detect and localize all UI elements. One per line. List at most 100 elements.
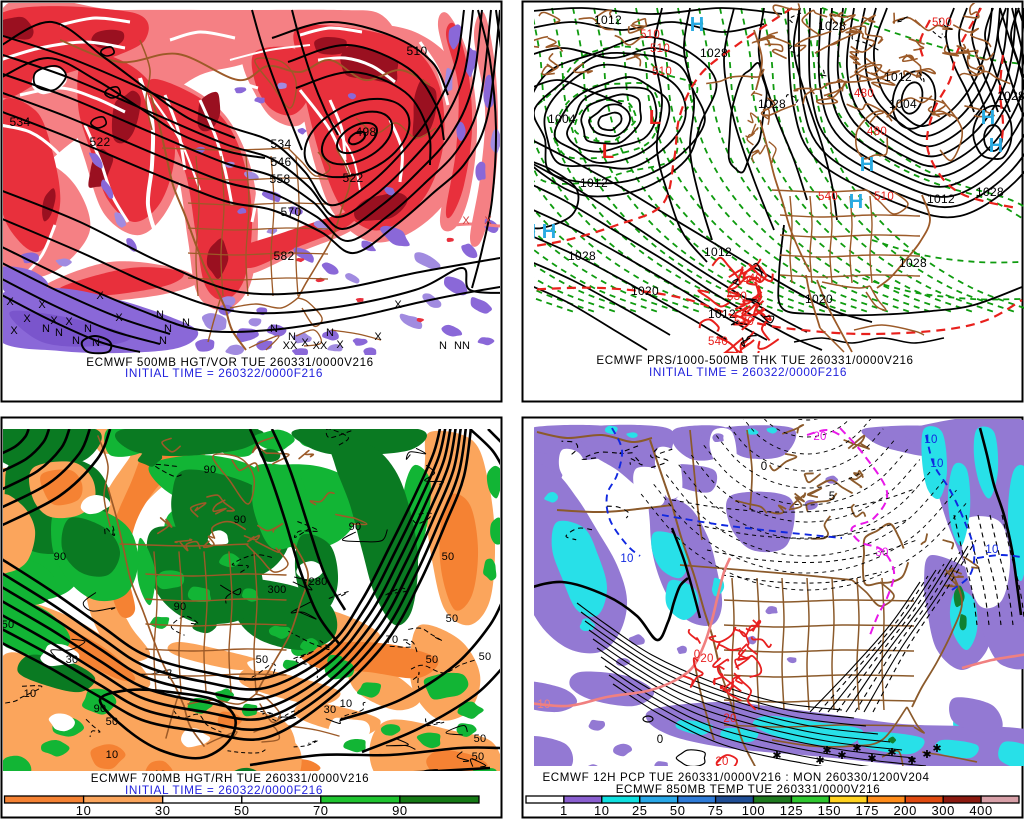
svg-text:534: 534: [271, 137, 292, 151]
svg-text:90: 90: [204, 464, 217, 476]
svg-text:✱: ✱: [887, 747, 896, 759]
svg-text:N: N: [182, 317, 190, 329]
svg-text:10: 10: [924, 434, 937, 446]
svg-text:✱: ✱: [922, 749, 931, 761]
svg-text:L: L: [602, 141, 614, 163]
svg-text:ECMWF 500MB HGT/VOR TUE 260331: ECMWF 500MB HGT/VOR TUE 260331/0000V216: [86, 356, 373, 369]
svg-text:N: N: [270, 323, 278, 335]
svg-text:INITIAL TIME = 260322/0000F216: INITIAL TIME = 260322/0000F216: [125, 783, 323, 797]
svg-text:1020: 1020: [631, 284, 659, 298]
svg-text:H: H: [522, 221, 536, 243]
svg-text:N: N: [159, 335, 167, 347]
svg-text:200: 200: [893, 803, 917, 818]
svg-text:H: H: [989, 135, 1003, 157]
svg-text:NN: NN: [454, 340, 470, 352]
svg-text:30: 30: [324, 704, 337, 716]
svg-text:1004: 1004: [548, 112, 576, 126]
svg-text:H: H: [849, 191, 863, 213]
svg-text:X: X: [462, 215, 470, 227]
svg-text:75: 75: [708, 803, 724, 818]
svg-text:50: 50: [256, 654, 269, 666]
svg-text:50: 50: [442, 551, 455, 563]
svg-text:20: 20: [813, 431, 826, 443]
svg-text:X: X: [96, 290, 104, 302]
svg-text:50: 50: [426, 654, 439, 666]
svg-text:N: N: [326, 327, 334, 339]
svg-text:X: X: [65, 316, 73, 328]
svg-text:H: H: [690, 14, 704, 36]
svg-text:1012: 1012: [704, 245, 732, 259]
svg-text:5: 5: [829, 491, 836, 503]
svg-text:558: 558: [270, 172, 291, 186]
svg-text:510: 510: [407, 44, 428, 58]
svg-text:20: 20: [715, 756, 728, 768]
svg-text:INITIAL TIME = 260322/0000F216: INITIAL TIME = 260322/0000F216: [125, 366, 323, 380]
svg-text:30: 30: [66, 654, 79, 666]
svg-text:540: 540: [742, 273, 762, 285]
svg-text:10: 10: [985, 544, 998, 556]
svg-text:546: 546: [271, 155, 292, 169]
svg-text:500: 500: [932, 17, 952, 29]
svg-text:90: 90: [54, 551, 67, 563]
svg-text:0: 0: [761, 461, 768, 473]
svg-text:H: H: [860, 154, 874, 176]
svg-text:480: 480: [867, 126, 887, 138]
svg-text:H: H: [542, 221, 556, 243]
svg-text:25: 25: [632, 803, 648, 818]
svg-text:N: N: [288, 331, 296, 343]
svg-text:280: 280: [309, 576, 328, 588]
svg-text:50: 50: [234, 803, 250, 818]
svg-text:70: 70: [313, 803, 329, 818]
svg-text:90: 90: [349, 521, 362, 533]
svg-text:510: 510: [650, 43, 670, 55]
svg-text:1028: 1028: [700, 46, 728, 60]
svg-text:480: 480: [854, 88, 874, 100]
svg-text:10: 10: [620, 553, 633, 565]
svg-text:530: 530: [727, 291, 747, 303]
svg-text:534: 534: [10, 115, 31, 129]
svg-text:70: 70: [386, 634, 399, 646]
svg-text:50: 50: [446, 613, 459, 625]
svg-text:H: H: [981, 107, 995, 129]
svg-text:N: N: [42, 323, 50, 335]
svg-text:X: X: [23, 313, 31, 325]
svg-text:150: 150: [818, 803, 842, 818]
svg-text:X: X: [374, 331, 382, 343]
svg-text:20: 20: [723, 713, 736, 725]
svg-text:✱: ✱: [852, 743, 861, 755]
svg-text:XX: XX: [313, 340, 328, 352]
svg-text:1028: 1028: [758, 97, 786, 111]
svg-text:50: 50: [472, 751, 485, 763]
svg-text:N: N: [84, 323, 92, 335]
svg-text:510: 510: [640, 29, 660, 41]
svg-text:X: X: [6, 296, 14, 308]
svg-text:10: 10: [76, 803, 92, 818]
svg-text:✱: ✱: [932, 743, 941, 755]
svg-text:1020: 1020: [805, 292, 833, 306]
svg-text:522: 522: [90, 135, 111, 149]
svg-text:10: 10: [154, 769, 167, 781]
svg-text:570: 570: [734, 316, 754, 328]
svg-text:✱: ✱: [772, 750, 781, 762]
svg-text:50: 50: [106, 716, 119, 728]
svg-text:1012: 1012: [594, 13, 622, 27]
svg-text:X: X: [484, 215, 492, 227]
svg-text:✱: ✱: [822, 745, 831, 757]
svg-text:N: N: [55, 327, 63, 339]
svg-text:X: X: [394, 299, 402, 311]
svg-text:N: N: [439, 340, 447, 352]
svg-text:10: 10: [106, 749, 119, 761]
svg-text:✱: ✱: [867, 753, 876, 765]
svg-text:300: 300: [931, 803, 955, 818]
svg-text:1012: 1012: [580, 176, 608, 190]
svg-text:50: 50: [2, 619, 15, 631]
svg-text:X: X: [301, 337, 309, 349]
svg-text:✱: ✱: [907, 755, 916, 767]
svg-text:INITIAL TIME = 260322/0000F216: INITIAL TIME = 260322/0000F216: [649, 365, 847, 379]
svg-text:30: 30: [875, 547, 888, 559]
svg-text:1028: 1028: [568, 249, 596, 263]
svg-text:0: 0: [657, 734, 664, 746]
svg-text:L: L: [649, 107, 661, 129]
svg-text:0: 0: [694, 649, 701, 661]
svg-text:N: N: [164, 323, 172, 335]
